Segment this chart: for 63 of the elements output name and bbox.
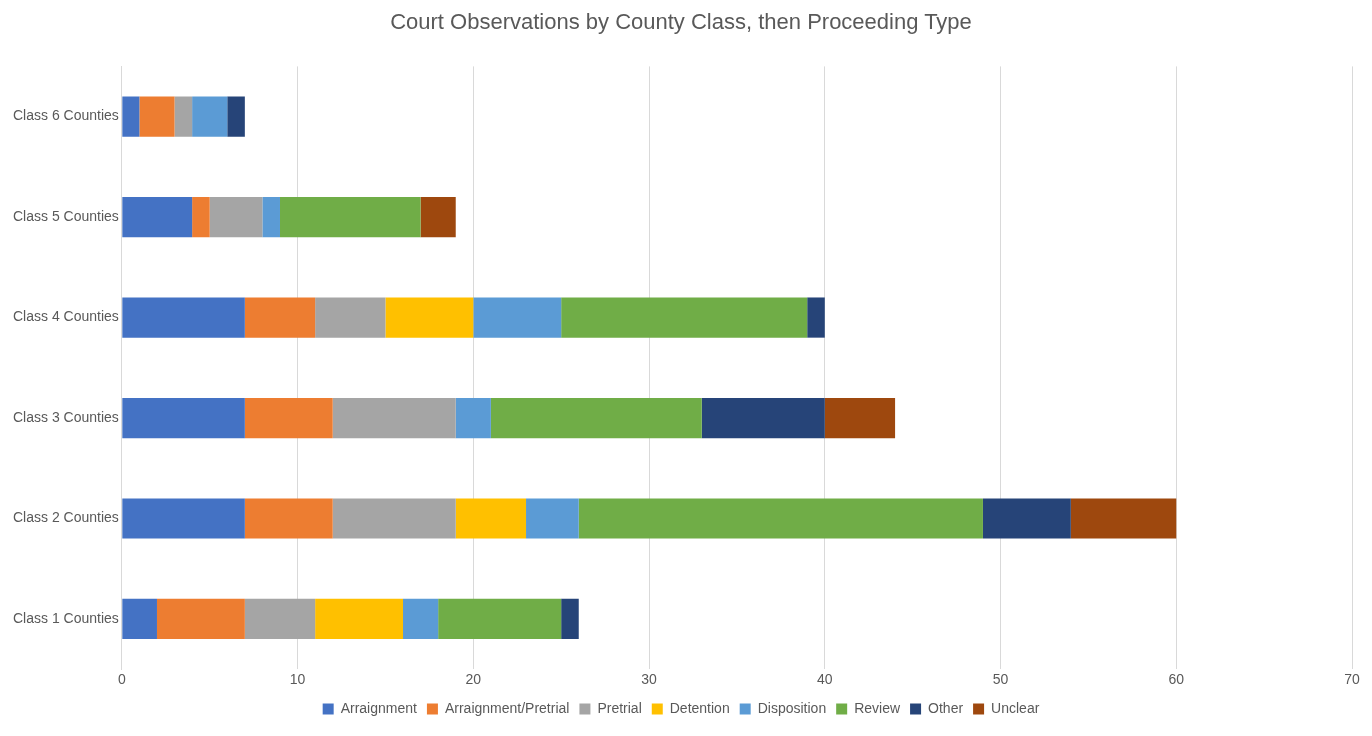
legend-label: Review — [854, 699, 901, 716]
bar — [490, 397, 702, 439]
legend-label: Disposition — [757, 699, 827, 716]
bar — [403, 598, 439, 640]
bar — [139, 96, 175, 137]
chart-title: Court Observations by County Class, then Proceeding Type — [390, 9, 972, 35]
bar — [473, 297, 562, 338]
bar — [315, 297, 386, 338]
bar — [438, 598, 562, 640]
x-tick-label: 20 — [465, 671, 482, 688]
bar — [192, 96, 228, 137]
bar — [122, 498, 245, 539]
bar — [420, 197, 456, 238]
legend-label: Other — [928, 699, 964, 716]
x-tick-label: 0 — [117, 671, 126, 688]
bar — [244, 397, 333, 439]
y-tick-label: Class 3 Counties — [13, 408, 119, 425]
bar — [122, 96, 140, 137]
bar — [824, 397, 896, 439]
y-tick-label: Class 4 Counties — [13, 308, 119, 325]
bar — [244, 598, 316, 640]
legend-label: Arraignment/Pretrial — [444, 699, 570, 716]
x-tick-label: 30 — [641, 671, 658, 688]
y-tick-label: Class 1 Counties — [13, 609, 119, 626]
bar — [122, 297, 245, 338]
bar — [385, 297, 474, 338]
bar — [455, 498, 527, 539]
legend-label: Unclear — [991, 699, 1040, 716]
bar — [455, 397, 491, 439]
y-tick-label: Class 5 Counties — [13, 207, 119, 224]
bar — [156, 598, 245, 640]
bar — [262, 197, 280, 238]
x-tick-label: 50 — [992, 671, 1009, 688]
bar — [279, 197, 421, 238]
bar — [122, 397, 245, 439]
legend-label: Detention — [669, 699, 730, 716]
bar — [526, 498, 579, 539]
legend-label: Pretrial — [597, 699, 642, 716]
bar — [701, 397, 825, 439]
y-tick-label: Class 6 Counties — [13, 107, 119, 124]
bar — [209, 197, 263, 238]
bar — [244, 498, 333, 539]
bar — [122, 197, 193, 238]
bar — [122, 598, 157, 640]
x-tick-label: 40 — [816, 671, 833, 688]
bar — [561, 297, 808, 338]
x-tick-label: 60 — [1168, 671, 1185, 688]
bar — [807, 297, 825, 338]
x-tick-label: 10 — [289, 671, 306, 688]
bar — [332, 498, 456, 539]
bar — [315, 598, 404, 640]
bar — [578, 498, 983, 539]
bar — [561, 598, 579, 640]
bar — [332, 397, 456, 439]
bar — [1070, 498, 1177, 539]
bar — [244, 297, 316, 338]
y-tick-label: Class 2 Counties — [13, 509, 119, 526]
bar — [192, 197, 210, 238]
bar — [227, 96, 245, 137]
legend-label: Arraignment — [340, 699, 418, 716]
x-tick-label: 70 — [1344, 671, 1360, 688]
bar — [982, 498, 1071, 539]
bar — [174, 96, 193, 137]
